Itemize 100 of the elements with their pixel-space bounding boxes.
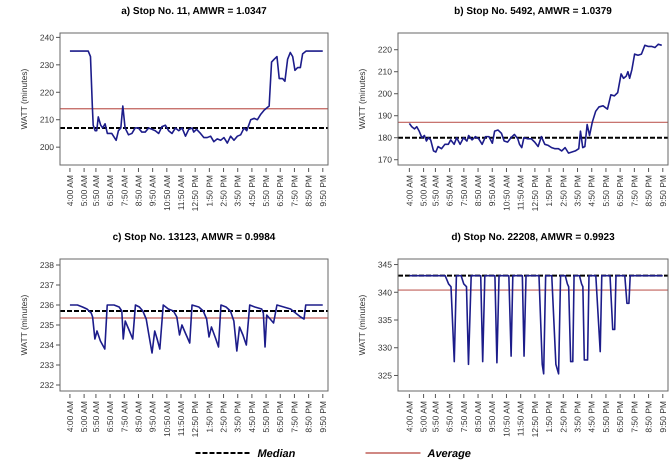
x-tick-label: 4:50 PM (246, 175, 257, 207)
x-tick-label: 12:50 PM (190, 175, 200, 212)
x-tick-label: 6:50 AM (444, 401, 455, 432)
x-tick-label: 9:50 AM (487, 401, 498, 432)
x-tick-label: 11:50 AM (516, 401, 526, 436)
y-tick-label: 238 (40, 260, 54, 270)
x-tick-label: 2:50 PM (218, 175, 229, 207)
x-tick-label: 5:50 AM (90, 175, 101, 206)
x-tick-label: 6:50 AM (105, 175, 116, 206)
y-tick-label: 345 (378, 260, 392, 270)
line-series (408, 43, 663, 154)
x-tick-label: 5:00 AM (418, 401, 429, 432)
x-tick-label: 4:50 PM (586, 175, 597, 207)
y-axis-title: WATT (minutes) (357, 294, 367, 356)
y-tick-label: 210 (378, 66, 392, 77)
x-tick-label: 5:50 AM (90, 401, 101, 432)
y-tick-label: 234 (40, 340, 54, 350)
x-tick-label: 5:50 PM (600, 401, 611, 433)
y-axis-title: WATT (minutes) (19, 294, 29, 356)
y-tick-label: 220 (378, 44, 392, 55)
chart-title: a) Stop No. 11, AMWR = 1.0347 (121, 6, 268, 17)
y-tick-label: 200 (40, 142, 54, 152)
x-tick-label: 4:50 PM (586, 401, 597, 433)
x-tick-label: 2:50 PM (558, 401, 568, 433)
y-tick-label: 240 (40, 32, 54, 42)
y-tick-label: 340 (378, 287, 392, 298)
x-tick-label: 5:50 PM (261, 175, 272, 207)
x-tick-label: 6:50 PM (275, 175, 286, 207)
x-tick-label: 4:00 AM (64, 401, 75, 432)
x-tick-label: 11:50 AM (176, 175, 186, 210)
x-tick-label: 8:50 AM (473, 175, 484, 206)
x-tick-label: 3:50 PM (232, 175, 243, 207)
chart-title: d) Stop No. 22208, AMWR = 0.9923 (451, 232, 616, 243)
x-tick-label: 5:00 AM (418, 175, 429, 206)
x-tick-label: 12:50 PM (530, 175, 540, 212)
x-tick-label: 4:50 PM (246, 401, 257, 433)
line-series (69, 50, 324, 144)
x-tick-label: 9:50 PM (318, 401, 328, 433)
legend-label: Average (426, 448, 471, 460)
x-tick-label: 7:50 AM (458, 401, 469, 432)
x-tick-label: 4:00 AM (404, 401, 414, 432)
chart-title: c) Stop No. 13123, AMWR = 0.9984 (112, 232, 276, 243)
line-series (408, 274, 664, 375)
y-tick-label: 237 (40, 280, 54, 290)
x-tick-label: 8:50 AM (133, 175, 144, 206)
x-tick-label: 5:00 AM (79, 401, 90, 432)
y-tick-label: 220 (40, 87, 54, 98)
x-tick-label: 2:50 PM (218, 401, 229, 433)
x-tick-label: 4:00 AM (64, 175, 75, 206)
y-tick-label: 330 (378, 342, 392, 353)
x-tick-label: 6:50 PM (615, 401, 626, 433)
y-axis-title: WATT (minutes) (357, 68, 367, 130)
y-tick-label: 235 (40, 320, 54, 330)
y-tick-label: 200 (378, 88, 392, 99)
x-tick-label: 10:50 AM (162, 175, 172, 211)
y-tick-label: 210 (40, 114, 54, 125)
x-tick-label: 8:50 PM (644, 175, 654, 207)
y-tick-label: 325 (378, 370, 392, 380)
x-tick-label: 8:50 AM (133, 401, 144, 432)
x-tick-label: 8:50 PM (304, 175, 314, 207)
x-tick-label: 6:50 PM (615, 175, 626, 207)
x-tick-label: 5:50 AM (430, 401, 440, 432)
x-tick-label: 7:50 PM (289, 175, 300, 207)
x-tick-label: 7:50 PM (629, 175, 640, 207)
x-tick-label: 7:50 AM (119, 175, 130, 206)
x-tick-label: 2:50 PM (558, 175, 568, 207)
x-tick-label: 7:50 AM (119, 401, 130, 432)
x-tick-label: 6:50 AM (105, 401, 116, 432)
x-tick-label: 6:50 PM (275, 401, 286, 433)
x-tick-label: 11:50 AM (176, 401, 186, 436)
y-tick-label: 335 (378, 314, 392, 325)
x-tick-label: 7:50 PM (629, 401, 640, 433)
x-tick-label: 8:50 PM (304, 401, 314, 433)
x-tick-label: 10:50 AM (501, 401, 512, 437)
x-tick-label: 9:50 PM (658, 401, 668, 433)
x-tick-label: 6:50 AM (444, 175, 455, 206)
x-tick-label: 8:50 AM (473, 401, 484, 432)
y-tick-label: 180 (378, 132, 392, 143)
x-tick-label: 5:50 PM (261, 401, 272, 433)
y-tick-label: 170 (378, 154, 392, 165)
y-tick-label: 236 (40, 300, 54, 310)
x-tick-label: 7:50 PM (289, 401, 300, 433)
x-tick-label: 5:50 PM (600, 175, 611, 207)
y-axis-title: WATT (minutes) (19, 68, 29, 130)
y-tick-label: 232 (40, 380, 54, 390)
chart-title: b) Stop No. 5492, AMWR = 1.0379 (454, 6, 612, 17)
x-tick-label: 9:50 PM (658, 175, 668, 207)
x-tick-label: 1:50 PM (544, 401, 554, 433)
y-tick-label: 230 (40, 60, 54, 70)
x-tick-label: 8:50 PM (644, 401, 654, 433)
x-tick-label: 7:50 AM (458, 175, 469, 206)
x-tick-label: 1:50 PM (204, 401, 214, 433)
y-tick-label: 233 (40, 360, 54, 370)
x-tick-label: 12:50 PM (530, 401, 540, 438)
x-tick-label: 5:00 AM (79, 175, 90, 206)
x-tick-label: 9:50 AM (148, 175, 158, 206)
x-tick-label: 10:50 AM (162, 401, 172, 437)
x-tick-label: 1:50 PM (544, 175, 554, 207)
x-tick-label: 12:50 PM (190, 401, 200, 438)
x-tick-label: 11:50 AM (516, 175, 526, 210)
